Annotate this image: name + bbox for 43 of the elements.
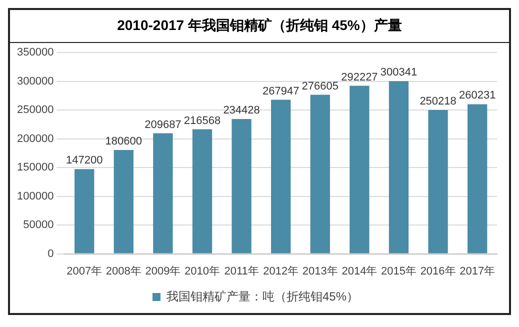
- x-tick-label: 2015年: [381, 265, 416, 278]
- data-label: 292227: [341, 71, 378, 84]
- data-label: 276605: [302, 80, 339, 92]
- bar: [468, 104, 488, 254]
- y-tick-label: 0: [48, 248, 54, 260]
- bar: [271, 100, 291, 254]
- x-tick-label: 2010年: [184, 265, 220, 278]
- x-tick-label: 2009年: [145, 265, 181, 278]
- y-tick-label: 100000: [16, 190, 54, 202]
- y-tick-label: 150000: [16, 162, 54, 174]
- y-tick-label: 350000: [16, 46, 54, 59]
- x-tick-label: 2007年: [66, 265, 102, 278]
- y-tick-label: 300000: [16, 75, 54, 88]
- bar: [232, 119, 252, 254]
- x-tick-label: 2017年: [460, 265, 496, 278]
- data-label: 234428: [223, 104, 260, 117]
- x-tick-label: 2014年: [342, 265, 378, 278]
- data-label: 250218: [420, 95, 456, 108]
- bar: [388, 81, 409, 254]
- x-tick-label: 2011年: [224, 265, 259, 278]
- chart-title: 2010-2017 年我国钼精矿（折纯钼 45%）产量: [10, 10, 509, 43]
- data-label: 147200: [66, 154, 103, 167]
- y-tick-label: 200000: [16, 132, 54, 145]
- data-label: 260231: [458, 90, 496, 102]
- x-tick-label: 2008年: [106, 265, 142, 278]
- x-tick-label: 2012年: [263, 265, 299, 278]
- data-label: 300341: [380, 66, 418, 79]
- y-tick-label: 50000: [23, 219, 54, 232]
- bar: [428, 110, 448, 254]
- bar: [153, 133, 173, 254]
- data-label: 216568: [184, 114, 221, 127]
- bar: [310, 94, 330, 254]
- bar: [192, 129, 212, 254]
- bar: [350, 86, 370, 254]
- y-tick-label: 250000: [16, 104, 54, 116]
- data-label: 209687: [144, 118, 182, 131]
- data-label: 267947: [262, 85, 300, 98]
- legend-label: 我国钼精矿产量：吨（折纯钼45%）: [166, 289, 359, 304]
- bar: [74, 169, 94, 254]
- x-tick-label: 2016年: [420, 265, 456, 278]
- data-label: 180600: [105, 136, 142, 148]
- bar: [114, 150, 134, 254]
- x-tick-label: 2013年: [302, 265, 338, 278]
